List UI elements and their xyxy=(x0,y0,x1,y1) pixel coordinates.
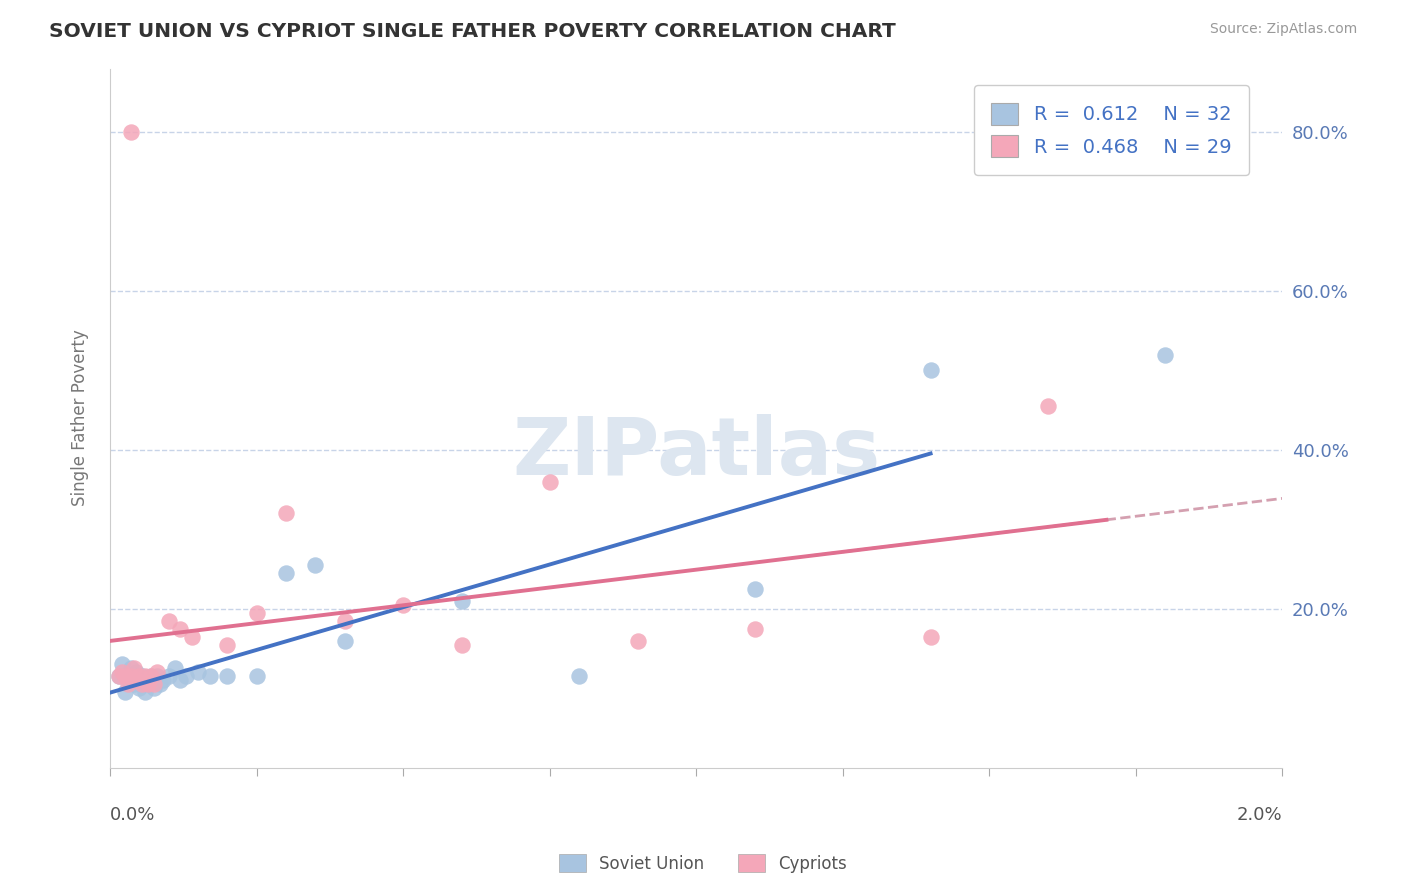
Point xyxy=(157,669,180,683)
Text: 2.0%: 2.0% xyxy=(1237,806,1282,824)
Point xyxy=(744,622,766,636)
Point xyxy=(538,475,561,489)
Point xyxy=(139,669,162,683)
Point xyxy=(392,598,415,612)
Text: 0.0%: 0.0% xyxy=(110,806,156,824)
Point xyxy=(274,566,297,580)
Point xyxy=(146,669,169,683)
Point xyxy=(157,614,180,628)
Point xyxy=(245,669,267,683)
Point xyxy=(122,677,145,691)
Point xyxy=(108,669,131,683)
Point xyxy=(333,614,356,628)
Point xyxy=(117,673,139,688)
Point xyxy=(920,630,942,644)
Text: Source: ZipAtlas.com: Source: ZipAtlas.com xyxy=(1209,22,1357,37)
Point xyxy=(174,669,197,683)
Point xyxy=(128,681,150,696)
Point xyxy=(274,507,297,521)
Point xyxy=(217,669,239,683)
Point xyxy=(111,665,134,680)
Point xyxy=(450,594,472,608)
Point xyxy=(146,665,169,680)
Point xyxy=(117,677,139,691)
Point xyxy=(152,673,174,688)
Point xyxy=(1154,347,1177,361)
Point xyxy=(114,669,136,683)
Point xyxy=(217,638,239,652)
Point xyxy=(198,669,221,683)
Point xyxy=(304,558,326,573)
Point xyxy=(136,677,159,691)
Point xyxy=(120,125,142,139)
Point xyxy=(149,677,172,691)
Point xyxy=(125,673,148,688)
Point xyxy=(169,622,191,636)
Point xyxy=(1036,399,1059,413)
Point xyxy=(122,661,145,675)
Text: SOVIET UNION VS CYPRIOT SINGLE FATHER POVERTY CORRELATION CHART: SOVIET UNION VS CYPRIOT SINGLE FATHER PO… xyxy=(49,22,896,41)
Point xyxy=(143,681,166,696)
Point xyxy=(125,665,148,680)
Point xyxy=(333,633,356,648)
Point xyxy=(143,677,166,691)
Point xyxy=(181,630,204,644)
Point xyxy=(626,633,648,648)
Legend: R =  0.612    N = 32, R =  0.468    N = 29: R = 0.612 N = 32, R = 0.468 N = 29 xyxy=(973,86,1249,175)
Y-axis label: Single Father Poverty: Single Father Poverty xyxy=(72,330,89,507)
Legend: Soviet Union, Cypriots: Soviet Union, Cypriots xyxy=(553,847,853,880)
Point xyxy=(169,673,191,688)
Point xyxy=(120,669,142,683)
Point xyxy=(134,669,156,683)
Point xyxy=(450,638,472,652)
Point xyxy=(134,685,156,699)
Point xyxy=(744,582,766,596)
Text: ZIPatlas: ZIPatlas xyxy=(512,414,880,492)
Point xyxy=(114,685,136,699)
Point xyxy=(136,677,159,691)
Point xyxy=(163,661,186,675)
Point xyxy=(568,669,591,683)
Point xyxy=(131,669,153,683)
Point xyxy=(920,363,942,377)
Point xyxy=(128,669,150,683)
Point xyxy=(111,657,134,672)
Point xyxy=(108,669,131,683)
Point xyxy=(120,661,142,675)
Point xyxy=(187,665,209,680)
Point xyxy=(245,606,267,620)
Point xyxy=(139,669,162,683)
Point xyxy=(131,677,153,691)
